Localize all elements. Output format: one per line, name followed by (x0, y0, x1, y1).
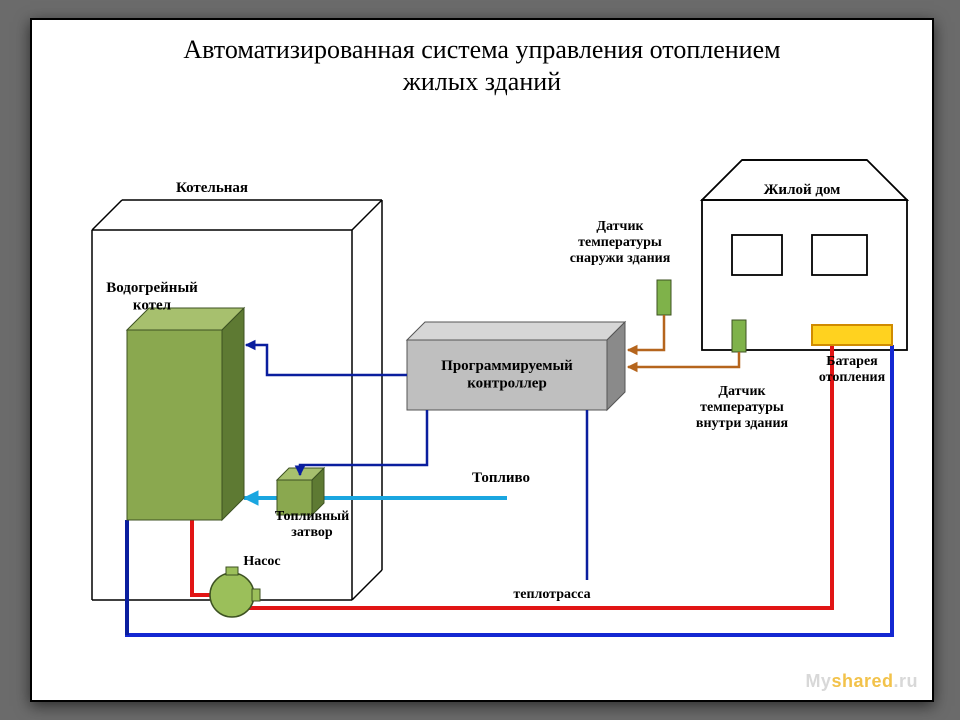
svg-text:Насос: Насос (243, 554, 280, 569)
svg-text:Автоматизированная система упр: Автоматизированная система управления от… (183, 35, 780, 64)
svg-text:теплотрасса: теплотрасса (513, 587, 590, 602)
watermark-accent: shared (831, 671, 893, 691)
diagram-svg: Автоматизированная система управления от… (32, 20, 932, 700)
svg-text:жилых зданий: жилых зданий (402, 67, 561, 96)
svg-text:Датчиктемпературыснаружи здани: Датчиктемпературыснаружи здания (570, 219, 671, 266)
svg-text:Топливныйзатвор: Топливныйзатвор (275, 509, 349, 540)
svg-text:Котельная: Котельная (176, 180, 248, 196)
watermark-prefix: My (805, 671, 831, 691)
svg-text:Батареяотопления: Батареяотопления (819, 354, 886, 385)
watermark: Myshared.ru (805, 671, 918, 692)
svg-text:Жилой дом: Жилой дом (764, 182, 841, 198)
watermark-suffix: .ru (893, 671, 918, 691)
svg-text:Топливо: Топливо (472, 470, 530, 486)
diagram-frame: Автоматизированная система управления от… (30, 18, 934, 702)
svg-text:Датчиктемпературывнутри здания: Датчиктемпературывнутри здания (696, 384, 789, 431)
